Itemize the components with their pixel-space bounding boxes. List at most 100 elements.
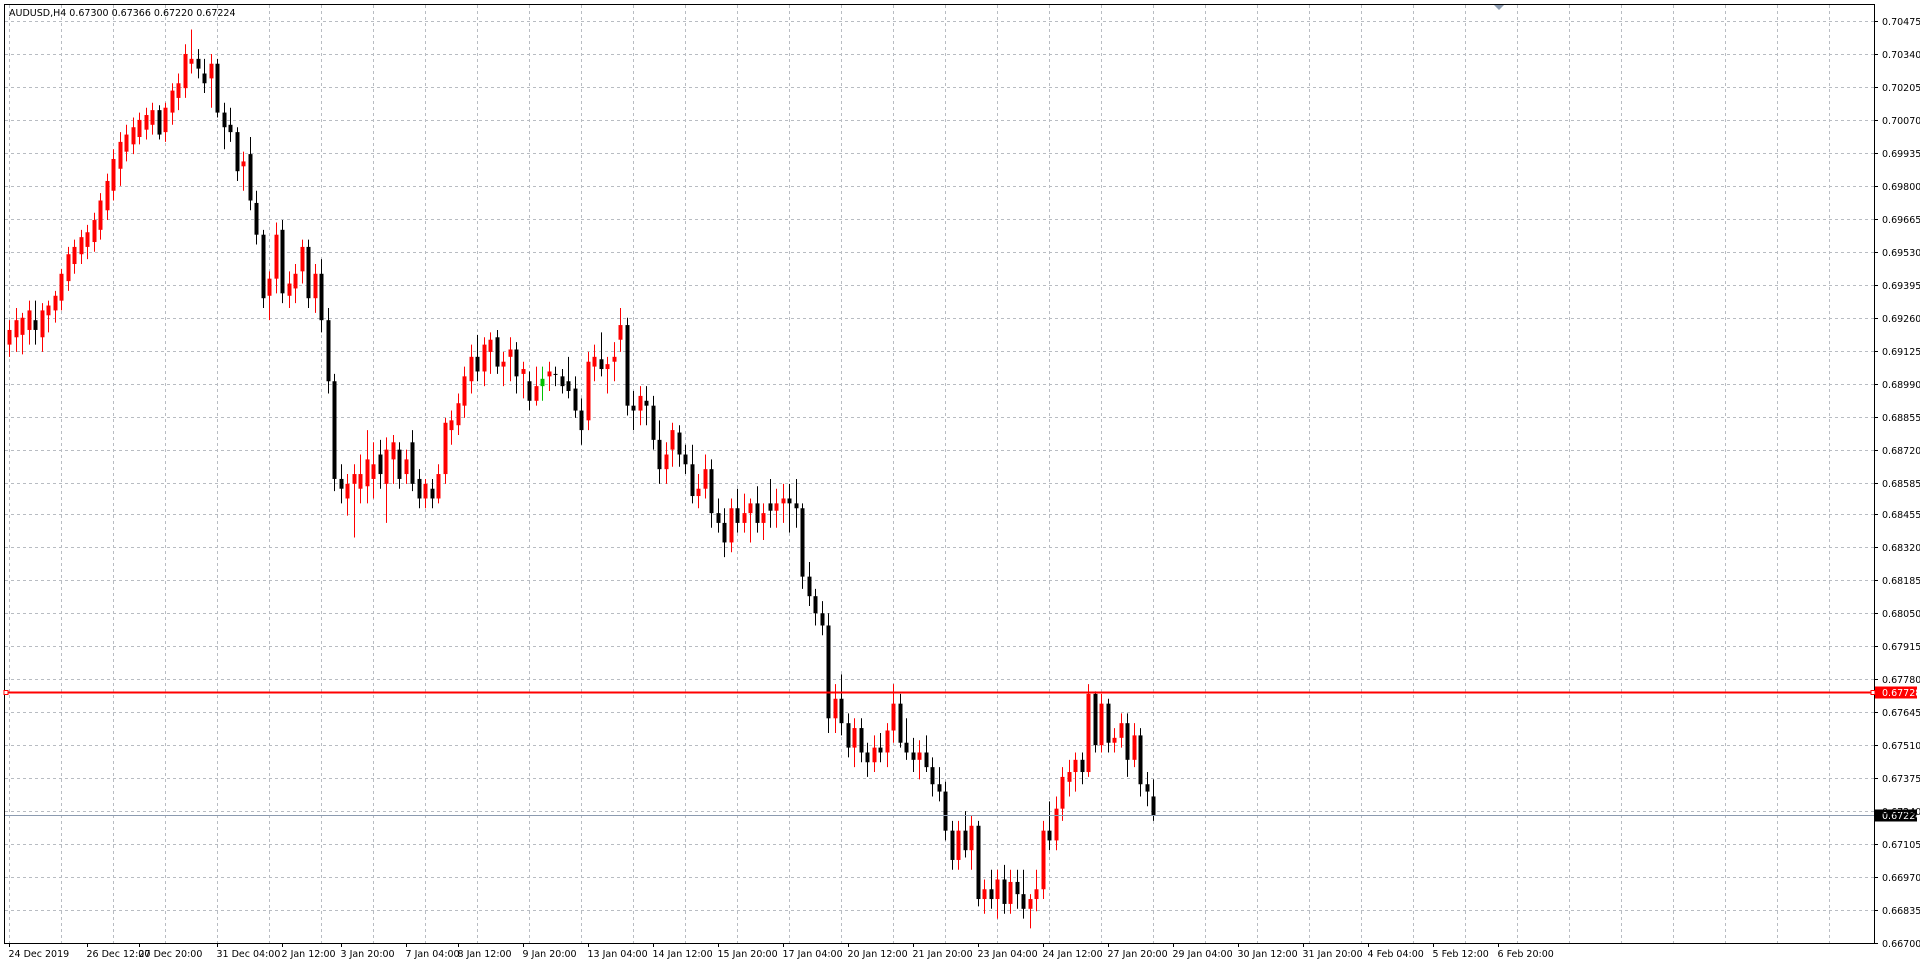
candle-body (1034, 889, 1039, 900)
candle-body (989, 889, 994, 900)
y-tick-label: 0.68455 (1882, 510, 1920, 521)
candle-body (20, 317, 25, 335)
candle-body (774, 503, 779, 511)
candle-body (534, 386, 539, 401)
candle-body (339, 478, 344, 489)
candle-body (755, 503, 760, 523)
candle-body (358, 474, 363, 489)
candle-body (105, 180, 110, 211)
candle-body (72, 246, 77, 265)
candle-body (924, 752, 929, 768)
x-tick-label: 27 Jan 20:00 (1108, 949, 1168, 960)
candle-body (170, 90, 175, 113)
candle-body (1015, 881, 1020, 895)
candle-body (729, 508, 734, 543)
chart-shift-marker-icon[interactable] (1494, 5, 1504, 10)
candles (7, 29, 1156, 929)
candle-body (241, 161, 246, 167)
candle-body (982, 889, 987, 900)
candle-body (690, 464, 695, 497)
candle-body (1041, 830, 1046, 890)
candle-body (878, 747, 883, 753)
candle-body (794, 503, 799, 509)
x-tick-label: 24 Jan 12:00 (1043, 949, 1103, 960)
x-tick-label: 31 Dec 04:00 (217, 949, 281, 960)
candle-body (150, 110, 155, 125)
price-axis[interactable]: 0.70475 0.70340 0.70205 0.70070 0.69935 0.698… (1874, 17, 1920, 950)
candle-body (391, 442, 396, 460)
candle-body (482, 344, 487, 372)
x-tick-label: 4 Feb 04:00 (1368, 949, 1424, 960)
candle-body (631, 405, 636, 411)
candle-body (579, 410, 584, 431)
candle-body (345, 483, 350, 499)
candle-body (371, 464, 376, 479)
candle-body (566, 381, 571, 392)
x-tick-label: 9 Jan 20:00 (523, 949, 577, 960)
candle-body (319, 273, 324, 321)
x-tick-label: 29 Jan 04:00 (1173, 949, 1233, 960)
x-tick-label: 6 Feb 20:00 (1498, 949, 1554, 960)
candle-body (930, 767, 935, 785)
x-tick-label: 2 Jan 12:00 (282, 949, 336, 960)
candle-body (1073, 759, 1078, 773)
y-tick-label: 0.66700 (1882, 939, 1920, 950)
candle-body (820, 613, 825, 626)
horizontal-line-price-label: 0.67728 (1882, 688, 1920, 699)
chart-border (4, 4, 1875, 944)
y-tick-label: 0.70205 (1882, 83, 1920, 94)
candle-body (449, 420, 454, 431)
candle-body (1119, 723, 1124, 738)
candle-body (1138, 735, 1143, 785)
candle-body (963, 830, 968, 851)
candle-body (469, 356, 474, 382)
candle-body (1021, 894, 1026, 909)
y-tick-label: 0.67105 (1882, 840, 1920, 851)
candle-body (118, 141, 123, 169)
candle-body (651, 405, 656, 440)
candle-body (137, 119, 142, 138)
candle-body (1093, 693, 1098, 746)
candle-body (92, 220, 97, 243)
candle-body (332, 381, 337, 479)
y-tick-label: 0.68320 (1882, 543, 1920, 554)
candle-body (722, 522, 727, 543)
y-tick-label: 0.69125 (1882, 347, 1920, 358)
candle-body (183, 53, 188, 89)
candle-body (657, 439, 662, 470)
y-tick-label: 0.68855 (1882, 413, 1920, 424)
horizontal-line-anchor-left (3, 690, 9, 695)
candle-body (202, 73, 207, 84)
candle-body (950, 830, 955, 860)
candle-body (352, 474, 357, 484)
candle-body (859, 728, 864, 753)
x-tick-label: 3 Jan 20:00 (341, 949, 395, 960)
candle-body (222, 112, 227, 128)
candle-body (306, 246, 311, 299)
candle-body (40, 310, 45, 338)
y-tick-label: 0.68050 (1882, 609, 1920, 620)
candle-body (976, 825, 981, 900)
x-tick-label: 8 Jan 12:00 (458, 949, 512, 960)
candle-body (111, 158, 116, 191)
candle-body (605, 364, 610, 370)
y-tick-label: 0.68720 (1882, 446, 1920, 457)
y-tick-label: 0.68990 (1882, 380, 1920, 391)
candle-body (280, 229, 285, 294)
candle-body (1054, 808, 1059, 841)
y-tick-label: 0.69530 (1882, 248, 1920, 259)
x-tick-label: 26 Dec 12:00 (87, 949, 151, 960)
candle-body (287, 283, 292, 296)
candle-body (599, 359, 604, 370)
candle-body (683, 454, 688, 465)
candle-body (1080, 759, 1085, 773)
candle-body (462, 376, 467, 406)
candle-body (560, 376, 565, 387)
candle-body (27, 310, 32, 330)
candle-body (618, 325, 623, 340)
candle-body (313, 273, 318, 299)
candle-body (228, 124, 233, 133)
candle-body (443, 422, 448, 475)
